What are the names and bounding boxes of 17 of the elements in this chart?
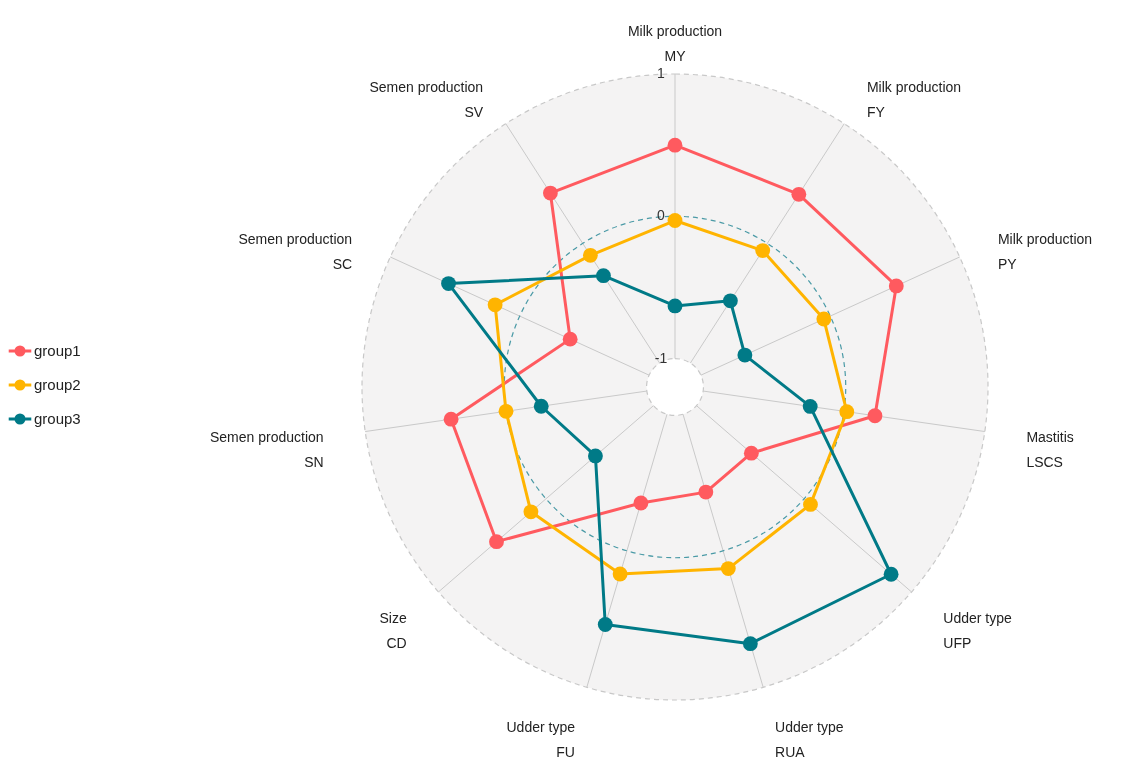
spoke-label: Udder type FU [506,718,576,760]
spoke-label: Mastitis LSCS [1026,428,1074,470]
spoke-label: Semen production SC [238,230,353,272]
legend-label: group2 [34,376,81,393]
spoke-label: Size CD [379,610,407,652]
spoke-label: Semen production SN [209,428,324,470]
spoke-label: Milk production MY [627,23,723,64]
spoke-label: Milk production PY [997,230,1093,272]
y-tick-label: 0 [657,207,666,224]
y-tick-label: 1 [657,65,666,81]
spoke-label: Udder type RUA [775,718,844,760]
spoke-label: Udder type UFP [943,610,1012,652]
legend-label: group3 [34,410,81,427]
spoke-label: Milk production FY [866,79,962,121]
legend-label: group1 [34,342,81,359]
y-tick-label: -1 [654,349,668,366]
spoke-label: Semen production SV [369,79,484,121]
